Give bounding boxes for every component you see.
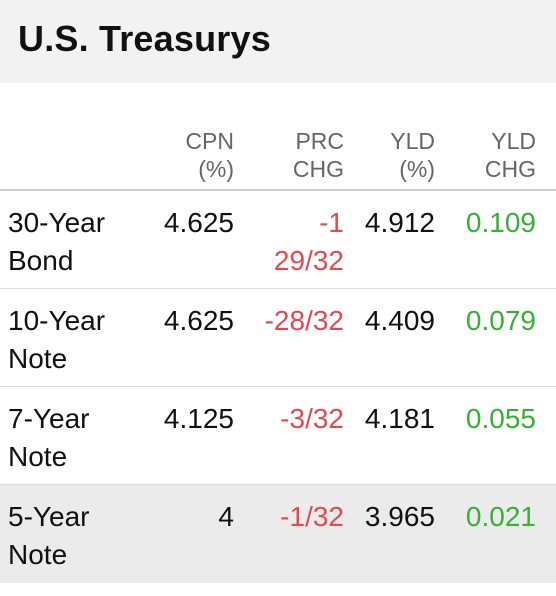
col-header-yld-chg: YLD CHG [484, 128, 536, 182]
yield-change-value: 0.021 [465, 501, 536, 532]
coupon-value: 4.625 [163, 207, 234, 238]
table-header-row: CPN (%) PRC CHG YLD (%) YLD CHG [0, 83, 556, 191]
price-change-value: -1 29/32 [273, 207, 344, 276]
coupon-value: 4 [218, 501, 234, 532]
yield-value: 4.409 [364, 305, 435, 336]
instrument-name: 30-Year Bond [8, 207, 106, 276]
coupon-value: 4.125 [163, 403, 234, 434]
price-change-value: -3/32 [280, 403, 344, 434]
instrument-name: 10-Year Note [8, 305, 106, 374]
col-header-cpn: CPN (%) [185, 128, 234, 182]
widget-title: U.S. Treasurys [18, 18, 271, 59]
widget-header: U.S. Treasurys [0, 0, 556, 83]
table-row-7-year-note[interactable]: 7-Year Note 4.125 -3/32 4.181 0.055 [0, 387, 556, 485]
yield-value: 3.965 [364, 501, 435, 532]
table-row-10-year-note[interactable]: 10-Year Note 4.625 -28/32 4.409 0.079 [0, 289, 556, 387]
price-change-value: -28/32 [264, 305, 344, 336]
col-header-yld: YLD (%) [390, 128, 435, 182]
col-header-prc-chg: PRC CHG [292, 128, 344, 182]
instrument-name: 7-Year Note [8, 403, 90, 472]
yield-change-value: 0.055 [465, 403, 536, 434]
treasury-table: CPN (%) PRC CHG YLD (%) YLD CHG 30-Year … [0, 83, 556, 583]
table-row-30-year-bond[interactable]: 30-Year Bond 4.625 -1 29/32 4.912 0.109 [0, 191, 556, 289]
yield-value: 4.181 [364, 403, 435, 434]
instrument-name: 5-Year Note [8, 501, 90, 570]
yield-change-value: 0.079 [465, 305, 536, 336]
yield-value: 4.912 [364, 207, 435, 238]
yield-change-value: 0.109 [465, 207, 536, 238]
table-row-5-year-note[interactable]: 5-Year Note 4 -1/32 3.965 0.021 [0, 485, 556, 583]
price-change-value: -1/32 [280, 501, 344, 532]
coupon-value: 4.625 [163, 305, 234, 336]
